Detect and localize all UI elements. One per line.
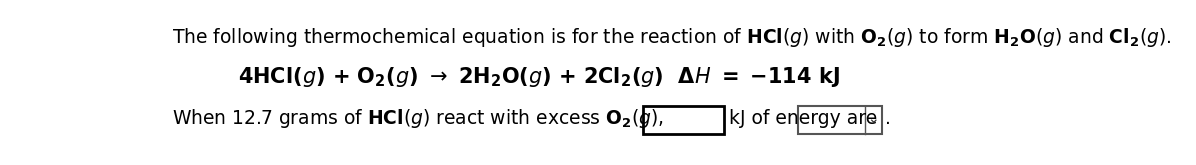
FancyBboxPatch shape — [642, 106, 725, 134]
Text: ⌄: ⌄ — [867, 112, 879, 126]
Text: The following thermochemical equation is for the reaction of $\mathbf{HCl}$($\ma: The following thermochemical equation is… — [172, 26, 1171, 49]
Text: kJ of energy are: kJ of energy are — [728, 109, 877, 128]
Text: .: . — [885, 109, 890, 128]
Text: When 12.7 grams of $\mathbf{HCl}$($\mathit{g}$) react with excess $\mathbf{O_2}$: When 12.7 grams of $\mathbf{HCl}$($\math… — [172, 107, 664, 130]
Text: $\mathbf{4HCl}$($\mathit{g}$) + $\mathbf{O_2}$($\mathit{g}$) $\rightarrow$ $\mat: $\mathbf{4HCl}$($\mathit{g}$) + $\mathbf… — [238, 65, 840, 89]
FancyBboxPatch shape — [799, 106, 881, 134]
